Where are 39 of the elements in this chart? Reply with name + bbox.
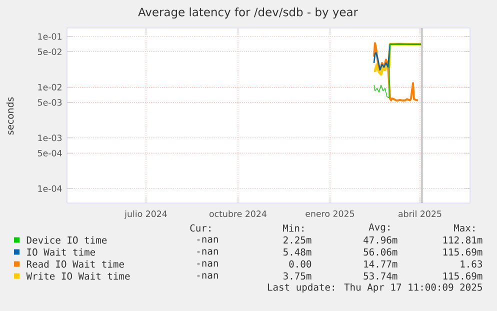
- text: -nan: [197, 273, 218, 279]
- text: 3.75m: [283, 272, 312, 280]
- legend-label: Read IO Wait time: [26, 260, 124, 268]
- legend-label: Write IO Wait time: [26, 272, 130, 280]
- legend-label: IO Wait time: [27, 248, 96, 256]
- legend-label: Device IO time: [26, 236, 107, 244]
- text: 5.48m: [284, 248, 312, 256]
- text: Last update: Thu Apr 17 11:00:09 2025: [268, 283, 482, 293]
- y-tick-label: 5e-04: [38, 150, 62, 156]
- text: 0.00: [289, 260, 312, 268]
- y-axis-title: seconds: [6, 97, 14, 135]
- text: Max:: [454, 224, 474, 232]
- text: 115.69m: [443, 272, 482, 280]
- line-series: [373, 43, 422, 70]
- x-tick-label: julio 2024: [124, 210, 167, 219]
- text: 47.96m: [364, 236, 398, 244]
- text: 1.63: [460, 260, 482, 268]
- text: -nan: [197, 249, 218, 255]
- text: Min:: [283, 224, 304, 232]
- text: 115.69m: [443, 248, 482, 256]
- y-tick-label: 1e-03: [38, 134, 62, 142]
- text: -nan: [197, 237, 218, 243]
- x-tick-label: abril 2025: [398, 210, 442, 218]
- text: Cur:: [190, 224, 210, 232]
- y-tick-label: 1e-04: [38, 185, 62, 192]
- text: 14.77m: [364, 260, 398, 268]
- text: 112.81m: [443, 236, 482, 244]
- x-tick-label: octubre 2024: [209, 210, 266, 218]
- text: -nan: [197, 261, 218, 267]
- chart-title: Average latency for /dev/sdb - by year: [138, 7, 358, 19]
- text: Avg:: [368, 223, 390, 233]
- text: 2.25m: [284, 236, 312, 244]
- y-tick-label: 1e-02: [38, 84, 62, 90]
- x-tick-label: enero 2025: [306, 210, 354, 217]
- y-tick-label: 1e-01: [38, 33, 62, 40]
- y-tick-label: 5e-02: [38, 48, 62, 56]
- y-tick-label: 5e-03: [38, 99, 62, 106]
- text: 53.74m: [364, 272, 398, 280]
- text: 56.06m: [364, 248, 398, 256]
